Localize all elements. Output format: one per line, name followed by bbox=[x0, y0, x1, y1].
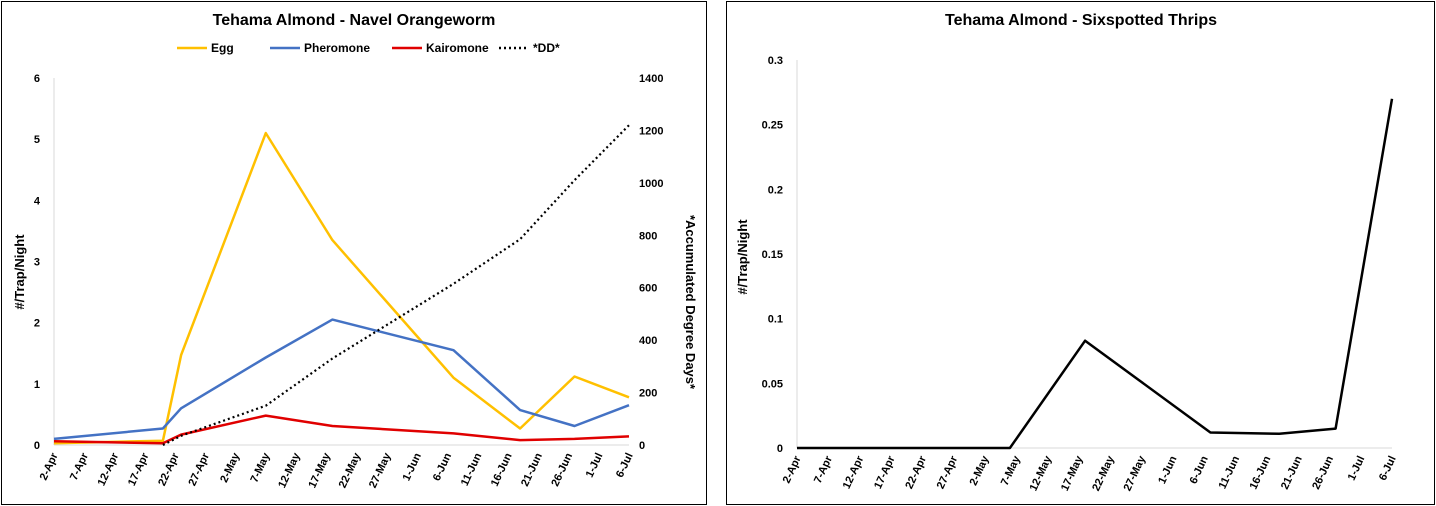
y-tick-label: 1 bbox=[34, 379, 40, 391]
x-tick-label: 7-May bbox=[999, 453, 1023, 487]
x-tick-label: 17-Apr bbox=[126, 451, 152, 488]
y-tick-label: 5 bbox=[34, 134, 40, 146]
x-tick-label: 12-May bbox=[276, 450, 303, 490]
y-tick-label: 0.15 bbox=[762, 249, 783, 261]
y-tick-label: 6 bbox=[34, 73, 40, 85]
x-tick-label: 12-Apr bbox=[841, 454, 867, 491]
x-tick-label: 16-Jun bbox=[489, 451, 515, 488]
x-tick-label: 2-Apr bbox=[38, 451, 61, 483]
y-tick-label: 2 bbox=[34, 318, 40, 330]
navel-orangeworm-chart: Tehama Almond - Navel Orangeworm #/Trap/… bbox=[12, 12, 698, 490]
y2-tick-label: 400 bbox=[639, 335, 657, 347]
y2-axis-label: *Accumulated Degree Days* bbox=[683, 215, 698, 390]
x-tick-label: 22-Apr bbox=[156, 451, 182, 488]
series-line-dd bbox=[162, 124, 630, 446]
y2-tick-label: 1400 bbox=[639, 73, 663, 85]
x-tick-label: 22-Apr bbox=[903, 454, 929, 491]
series-line-pheromone bbox=[53, 318, 630, 441]
legend-label: *DD* bbox=[533, 41, 560, 55]
x-tick-label: 2-Apr bbox=[781, 454, 804, 486]
y2-tick-label: 800 bbox=[639, 230, 657, 242]
x-tick-label: 7-Apr bbox=[68, 451, 91, 483]
series-line-kairomone bbox=[53, 414, 630, 445]
y-tick-label: 0 bbox=[34, 440, 40, 452]
y-tick-label: 0.3 bbox=[768, 55, 783, 67]
x-tick-label: 1-Jul bbox=[584, 451, 606, 479]
y-axis-label: #/Trap/Night bbox=[735, 219, 750, 295]
sixspotted-thrips-chart: Tehama Almond - Sixspotted Thrips #/Trap… bbox=[735, 12, 1399, 493]
x-tick-label: 17-Apr bbox=[872, 454, 898, 491]
x-tick-label: 21-Jun bbox=[1279, 454, 1305, 491]
x-tick-label: 22-May bbox=[337, 450, 364, 490]
x-tick-label: 16-Jun bbox=[1248, 454, 1274, 491]
y-tick-label: 4 bbox=[34, 195, 41, 207]
x-tick-label: 6-Jul bbox=[1377, 454, 1399, 482]
y2-tick-label: 0 bbox=[639, 440, 645, 452]
x-tick-label: 1-Jul bbox=[1346, 454, 1368, 482]
x-tick-label: 1-Jun bbox=[1156, 454, 1179, 486]
y-tick-label: 3 bbox=[34, 257, 40, 269]
x-tick-label: 1-Jun bbox=[401, 451, 424, 483]
x-tick-label: 6-Jul bbox=[614, 451, 636, 479]
x-tick-label: 11-Jun bbox=[459, 451, 485, 488]
y2-tick-label: 200 bbox=[639, 388, 657, 400]
y2-tick-label: 1200 bbox=[639, 125, 663, 137]
series-line-sixspottedthrips bbox=[797, 98, 1394, 450]
x-tick-label: 22-May bbox=[1090, 453, 1117, 493]
x-tick-label: 2-May bbox=[968, 453, 992, 487]
x-tick-label: 12-Apr bbox=[96, 451, 122, 488]
chart-title: Tehama Almond - Navel Orangeworm bbox=[213, 12, 496, 29]
y2-tick-label: 1000 bbox=[639, 178, 663, 190]
x-tick-label: 7-May bbox=[249, 450, 273, 484]
y-tick-label: 0.2 bbox=[768, 184, 783, 196]
x-tick-label: 27-May bbox=[367, 450, 394, 490]
navel-orangeworm-chart-panel: Tehama Almond - Navel Orangeworm #/Trap/… bbox=[1, 1, 707, 505]
x-tick-label: 2-May bbox=[218, 450, 242, 484]
x-tick-label: 17-May bbox=[1059, 453, 1086, 493]
legend-label: Kairomone bbox=[426, 41, 489, 55]
legend: Egg Pheromone Kairomone *DD* bbox=[177, 41, 560, 55]
x-tick-label: 26-Jun bbox=[549, 451, 575, 488]
sixspotted-thrips-chart-panel: Tehama Almond - Sixspotted Thrips #/Trap… bbox=[726, 1, 1435, 505]
x-tick-label: 17-May bbox=[306, 450, 333, 490]
x-tick-label: 27-Apr bbox=[935, 454, 961, 491]
x-tick-label: 21-Jun bbox=[519, 451, 545, 488]
x-tick-label: 12-May bbox=[1028, 453, 1055, 493]
legend-label: Pheromone bbox=[304, 41, 370, 55]
y-tick-label: 0.25 bbox=[762, 120, 783, 132]
chart-title: Tehama Almond - Sixspotted Thrips bbox=[945, 12, 1217, 29]
y-axis-label: #/Trap/Night bbox=[12, 234, 27, 310]
x-tick-label: 6-Jun bbox=[1188, 454, 1211, 486]
y-tick-label: 0.05 bbox=[762, 378, 783, 390]
x-tick-label: 27-May bbox=[1122, 453, 1149, 493]
legend-label: Egg bbox=[211, 41, 234, 55]
x-tick-label: 6-Jun bbox=[431, 451, 454, 483]
y-tick-label: 0.1 bbox=[768, 314, 783, 326]
series-line-egg bbox=[53, 131, 630, 445]
y-tick-label: 0 bbox=[777, 443, 783, 455]
x-tick-label: 7-Apr bbox=[812, 454, 835, 486]
x-tick-label: 27-Apr bbox=[186, 451, 212, 488]
y2-tick-label: 600 bbox=[639, 283, 657, 295]
x-tick-label: 26-Jun bbox=[1310, 454, 1336, 491]
x-tick-label: 11-Jun bbox=[1217, 454, 1243, 491]
